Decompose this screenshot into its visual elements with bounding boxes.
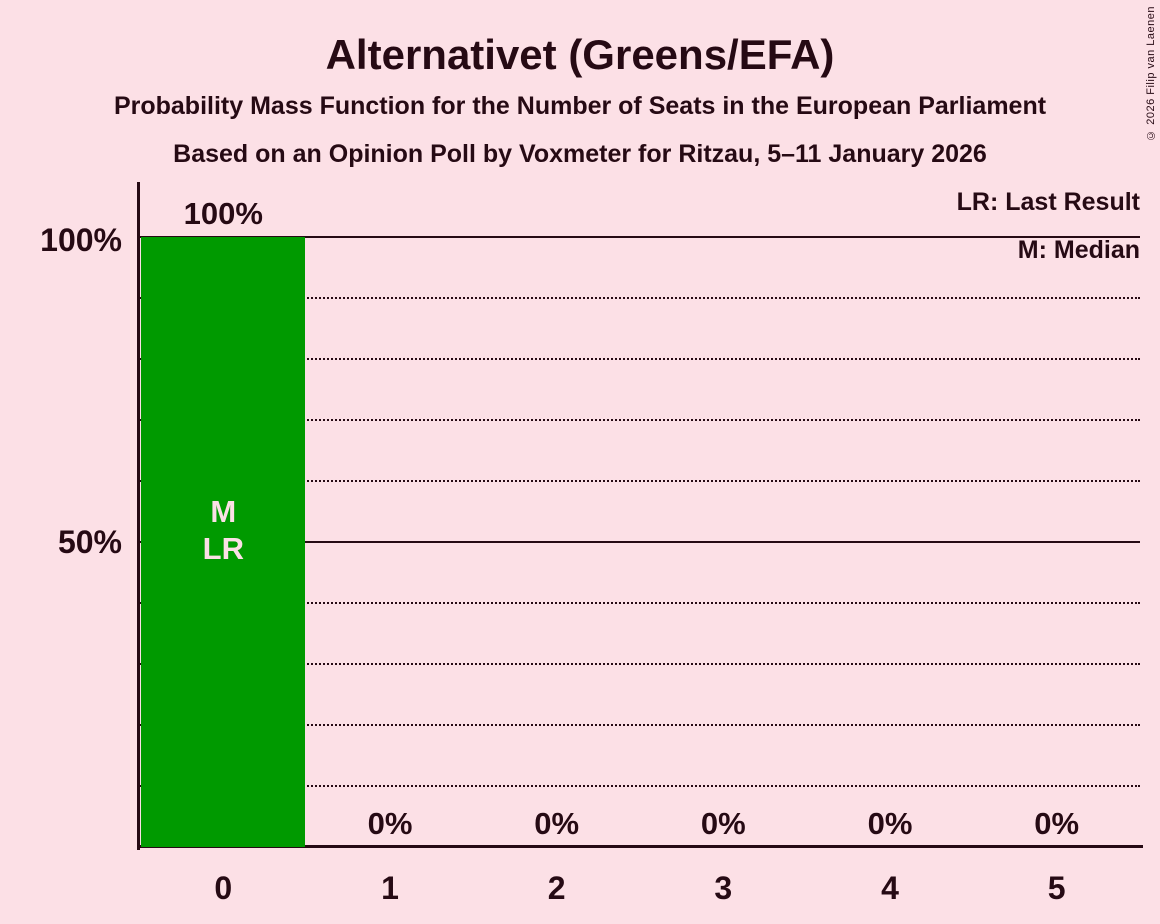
gridline-dotted-10 bbox=[140, 785, 1140, 787]
y-axis-label-100: 100% bbox=[40, 222, 122, 258]
bar-seats-0 bbox=[141, 237, 305, 847]
x-tick-label-1: 1 bbox=[381, 870, 399, 906]
gridline-dotted-40 bbox=[140, 602, 1140, 604]
bar-value-label-1: 0% bbox=[367, 806, 413, 841]
x-tick-label-3: 3 bbox=[714, 870, 733, 906]
gridline-dotted-60 bbox=[140, 480, 1140, 482]
y-axis-label-50: 50% bbox=[57, 524, 122, 560]
gridline-solid-50 bbox=[140, 541, 1140, 543]
x-tick-label-2: 2 bbox=[547, 870, 566, 906]
gridline-dotted-90 bbox=[140, 297, 1140, 299]
x-axis-tick-labels: 0 1 2 3 4 5 bbox=[140, 866, 1140, 910]
x-tick-label-4: 4 bbox=[881, 870, 899, 906]
legend-median: M: Median bbox=[1017, 236, 1140, 264]
chart-subtitle-line2: Based on an Opinion Poll by Voxmeter for… bbox=[173, 140, 987, 168]
bar-value-label-0: 100% bbox=[183, 196, 263, 231]
bar-value-label-3: 0% bbox=[700, 806, 746, 841]
x-axis-line bbox=[137, 845, 1143, 848]
gridline-dotted-70 bbox=[140, 419, 1140, 421]
gridline-solid-100 bbox=[140, 236, 1140, 238]
bar-value-label-5: 0% bbox=[1034, 806, 1080, 841]
chart-subtitle-line1: Probability Mass Function for the Number… bbox=[113, 92, 1047, 120]
y-axis-line bbox=[137, 182, 140, 850]
x-tick-label-5: 5 bbox=[1047, 870, 1066, 906]
gridline-dotted-20 bbox=[140, 724, 1140, 726]
gridline-dotted-80 bbox=[140, 358, 1140, 360]
bar-value-label-2: 0% bbox=[534, 806, 580, 841]
gridline-dotted-30 bbox=[140, 663, 1140, 665]
copyright-notice: © 2026 Filip van Laenen bbox=[1145, 6, 1157, 141]
bar-annotation-0: M LR bbox=[202, 494, 244, 566]
bar-value-label-4: 0% bbox=[867, 806, 913, 841]
plot-area: 100% 0% 0% 0% 0% 0% M LR bbox=[140, 196, 1140, 847]
x-tick-label-0: 0 bbox=[214, 870, 233, 906]
legend-last-result: LR: Last Result bbox=[956, 188, 1140, 216]
chart-title: Alternativet (Greens/EFA) bbox=[325, 31, 835, 78]
